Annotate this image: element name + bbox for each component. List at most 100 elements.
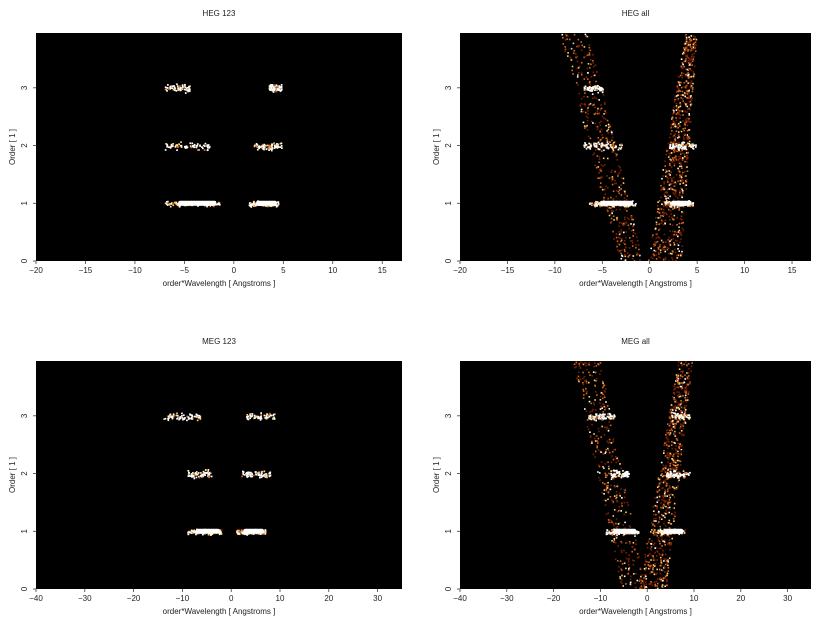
count-pixel	[621, 582, 623, 585]
count-pixel	[246, 476, 249, 478]
count-pixel	[624, 190, 626, 193]
count-pixel	[205, 472, 207, 474]
count-pixel	[647, 554, 649, 557]
count-pixel	[656, 507, 658, 510]
count-pixel	[673, 141, 675, 143]
count-pixel	[623, 223, 626, 226]
count-pixel	[621, 542, 623, 544]
count-pixel	[673, 145, 676, 148]
count-pixel	[658, 521, 660, 523]
count-pixel	[690, 103, 693, 105]
chart-title: HEG all	[622, 9, 650, 18]
count-pixel	[689, 50, 692, 53]
count-pixel	[276, 202, 279, 205]
count-pixel	[675, 254, 678, 257]
count-pixel	[685, 103, 687, 106]
count-pixel	[686, 90, 688, 92]
count-pixel	[650, 546, 653, 548]
count-pixel	[198, 149, 200, 151]
order-peak-core	[613, 528, 637, 534]
count-pixel	[685, 75, 687, 77]
count-pixel	[581, 61, 583, 64]
count-pixel	[219, 532, 222, 534]
count-pixel	[682, 192, 684, 194]
count-pixel	[680, 187, 682, 189]
count-pixel	[677, 450, 679, 453]
count-pixel	[176, 203, 178, 205]
count-pixel	[602, 482, 604, 484]
count-pixel	[668, 432, 670, 434]
count-pixel	[671, 143, 673, 145]
count-pixel	[686, 68, 689, 71]
order-1-cluster	[657, 528, 686, 536]
count-pixel	[657, 539, 660, 541]
count-pixel	[652, 234, 654, 236]
count-pixel	[246, 418, 249, 420]
count-pixel	[643, 568, 646, 570]
x-tick-label: −20	[127, 594, 141, 603]
count-pixel	[615, 233, 618, 235]
count-pixel	[600, 436, 602, 438]
count-pixel	[671, 463, 674, 466]
count-pixel	[664, 524, 667, 527]
count-pixel	[669, 154, 671, 157]
count-pixel	[631, 550, 633, 553]
count-pixel	[682, 422, 685, 424]
y-tick-label: 0	[20, 258, 29, 263]
count-pixel	[681, 363, 683, 366]
count-pixel	[669, 143, 672, 146]
count-pixel	[653, 243, 655, 246]
count-pixel	[581, 44, 583, 47]
count-pixel	[676, 401, 678, 403]
count-pixel	[669, 174, 671, 176]
count-pixel	[580, 98, 583, 100]
count-pixel	[594, 164, 596, 167]
count-pixel	[565, 33, 568, 36]
count-pixel	[601, 143, 604, 146]
count-pixel	[662, 246, 665, 249]
count-pixel	[668, 527, 671, 529]
count-pixel	[653, 513, 655, 516]
count-pixel	[672, 180, 674, 182]
count-pixel	[693, 56, 695, 58]
count-pixel	[653, 558, 655, 560]
count-pixel	[625, 205, 627, 208]
count-pixel	[256, 144, 259, 146]
count-pixel	[616, 494, 618, 496]
count-pixel	[629, 575, 632, 578]
count-pixel	[595, 365, 598, 367]
count-pixel	[682, 51, 685, 54]
count-pixel	[649, 572, 652, 575]
count-pixel	[588, 81, 591, 84]
count-pixel	[626, 471, 629, 473]
count-pixel	[602, 165, 604, 167]
count-pixel	[622, 177, 625, 180]
count-pixel	[674, 460, 676, 462]
count-pixel	[691, 48, 693, 51]
count-pixel	[679, 419, 681, 422]
count-pixel	[669, 411, 671, 413]
count-pixel	[652, 556, 654, 558]
count-pixel	[207, 146, 209, 149]
count-pixel	[685, 400, 688, 403]
count-pixel	[630, 223, 632, 225]
count-pixel	[682, 50, 685, 53]
count-pixel	[659, 222, 661, 225]
count-pixel	[594, 106, 596, 109]
count-pixel	[620, 476, 623, 479]
count-pixel	[642, 582, 645, 584]
count-pixel	[267, 416, 269, 418]
count-pixel	[680, 449, 683, 451]
count-pixel	[663, 514, 665, 517]
count-pixel	[617, 471, 620, 473]
y-tick-label: 1	[20, 201, 29, 206]
count-pixel	[679, 174, 681, 176]
count-pixel	[597, 471, 599, 473]
count-pixel	[672, 192, 675, 194]
count-pixel	[675, 195, 677, 197]
count-pixel	[645, 575, 647, 578]
count-pixel	[189, 417, 191, 420]
count-pixel	[682, 143, 684, 146]
count-pixel	[679, 412, 682, 414]
count-pixel	[577, 45, 579, 48]
